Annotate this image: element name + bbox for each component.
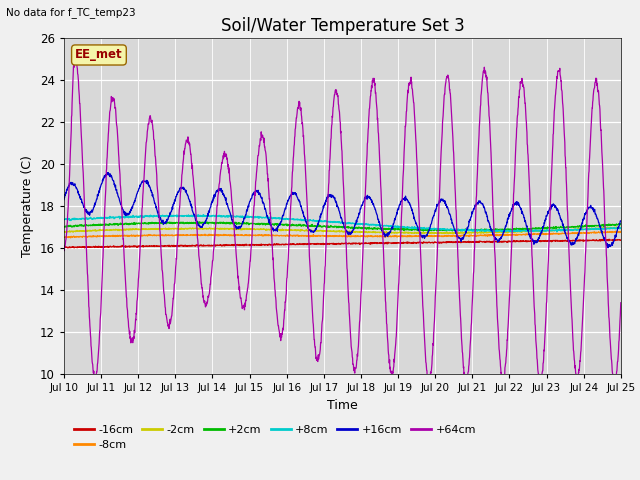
Text: No data for f_TC_temp23: No data for f_TC_temp23 [6, 7, 136, 18]
-2cm [601, 225, 609, 231]
+64cm [617, 300, 625, 306]
-8cm [60, 234, 68, 240]
X-axis label: Time: Time [327, 399, 358, 412]
+8cm [601, 225, 609, 230]
Line: -2cm: -2cm [64, 227, 621, 234]
+2cm [316, 223, 324, 229]
-8cm [612, 228, 620, 234]
+8cm [617, 225, 625, 230]
-8cm [601, 229, 609, 235]
+16cm [604, 245, 612, 251]
+8cm [316, 217, 324, 223]
Y-axis label: Temperature (C): Temperature (C) [21, 156, 35, 257]
+16cm [601, 237, 609, 242]
Line: -8cm: -8cm [64, 231, 621, 238]
+64cm [602, 226, 609, 231]
+64cm [71, 56, 79, 61]
-8cm [499, 232, 506, 238]
-2cm [60, 229, 68, 235]
Line: -16cm: -16cm [64, 239, 621, 248]
-16cm [601, 238, 609, 243]
-16cm [617, 237, 625, 243]
-2cm [331, 228, 339, 234]
+16cm [499, 231, 506, 237]
-16cm [499, 239, 506, 244]
+2cm [60, 224, 68, 230]
+64cm [601, 223, 609, 228]
+2cm [195, 219, 203, 225]
+8cm [60, 216, 68, 222]
-8cm [316, 233, 324, 239]
+2cm [331, 224, 339, 229]
-2cm [601, 225, 609, 231]
+64cm [331, 90, 339, 96]
Line: +16cm: +16cm [64, 173, 621, 248]
-8cm [89, 233, 97, 239]
-16cm [331, 241, 339, 247]
+16cm [60, 197, 68, 203]
Line: +64cm: +64cm [64, 59, 621, 384]
-2cm [617, 225, 625, 231]
-2cm [435, 231, 443, 237]
+8cm [602, 225, 609, 231]
-8cm [67, 235, 74, 241]
-2cm [88, 228, 96, 233]
+16cm [601, 238, 609, 243]
Line: +8cm: +8cm [64, 215, 621, 232]
+2cm [602, 222, 609, 228]
+64cm [499, 372, 507, 378]
Title: Soil/Water Temperature Set 3: Soil/Water Temperature Set 3 [221, 17, 464, 36]
+2cm [499, 228, 507, 233]
+8cm [508, 229, 515, 235]
-8cm [331, 232, 339, 238]
-16cm [64, 245, 72, 251]
+2cm [601, 223, 609, 229]
+2cm [88, 223, 96, 228]
-16cm [601, 237, 609, 243]
+2cm [424, 228, 431, 234]
-16cm [316, 241, 324, 247]
-16cm [60, 244, 68, 250]
-8cm [601, 229, 609, 235]
+8cm [331, 219, 339, 225]
+64cm [89, 361, 97, 367]
-2cm [316, 228, 324, 233]
-16cm [89, 244, 97, 250]
Text: EE_met: EE_met [75, 48, 123, 61]
Line: +2cm: +2cm [64, 222, 621, 231]
+16cm [88, 209, 96, 215]
-2cm [612, 224, 620, 230]
Legend: -16cm, -8cm, -2cm, +2cm, +8cm, +16cm, +64cm: -16cm, -8cm, -2cm, +2cm, +8cm, +16cm, +6… [70, 420, 481, 455]
+8cm [499, 228, 506, 234]
-2cm [499, 230, 506, 236]
+8cm [200, 212, 207, 218]
+64cm [425, 381, 433, 386]
-16cm [605, 236, 613, 242]
+64cm [316, 347, 324, 352]
+2cm [617, 221, 625, 227]
+64cm [60, 243, 68, 249]
-8cm [617, 229, 625, 235]
+16cm [104, 170, 112, 176]
+16cm [331, 196, 339, 202]
+16cm [617, 218, 625, 224]
+8cm [88, 216, 96, 221]
+16cm [316, 213, 324, 218]
